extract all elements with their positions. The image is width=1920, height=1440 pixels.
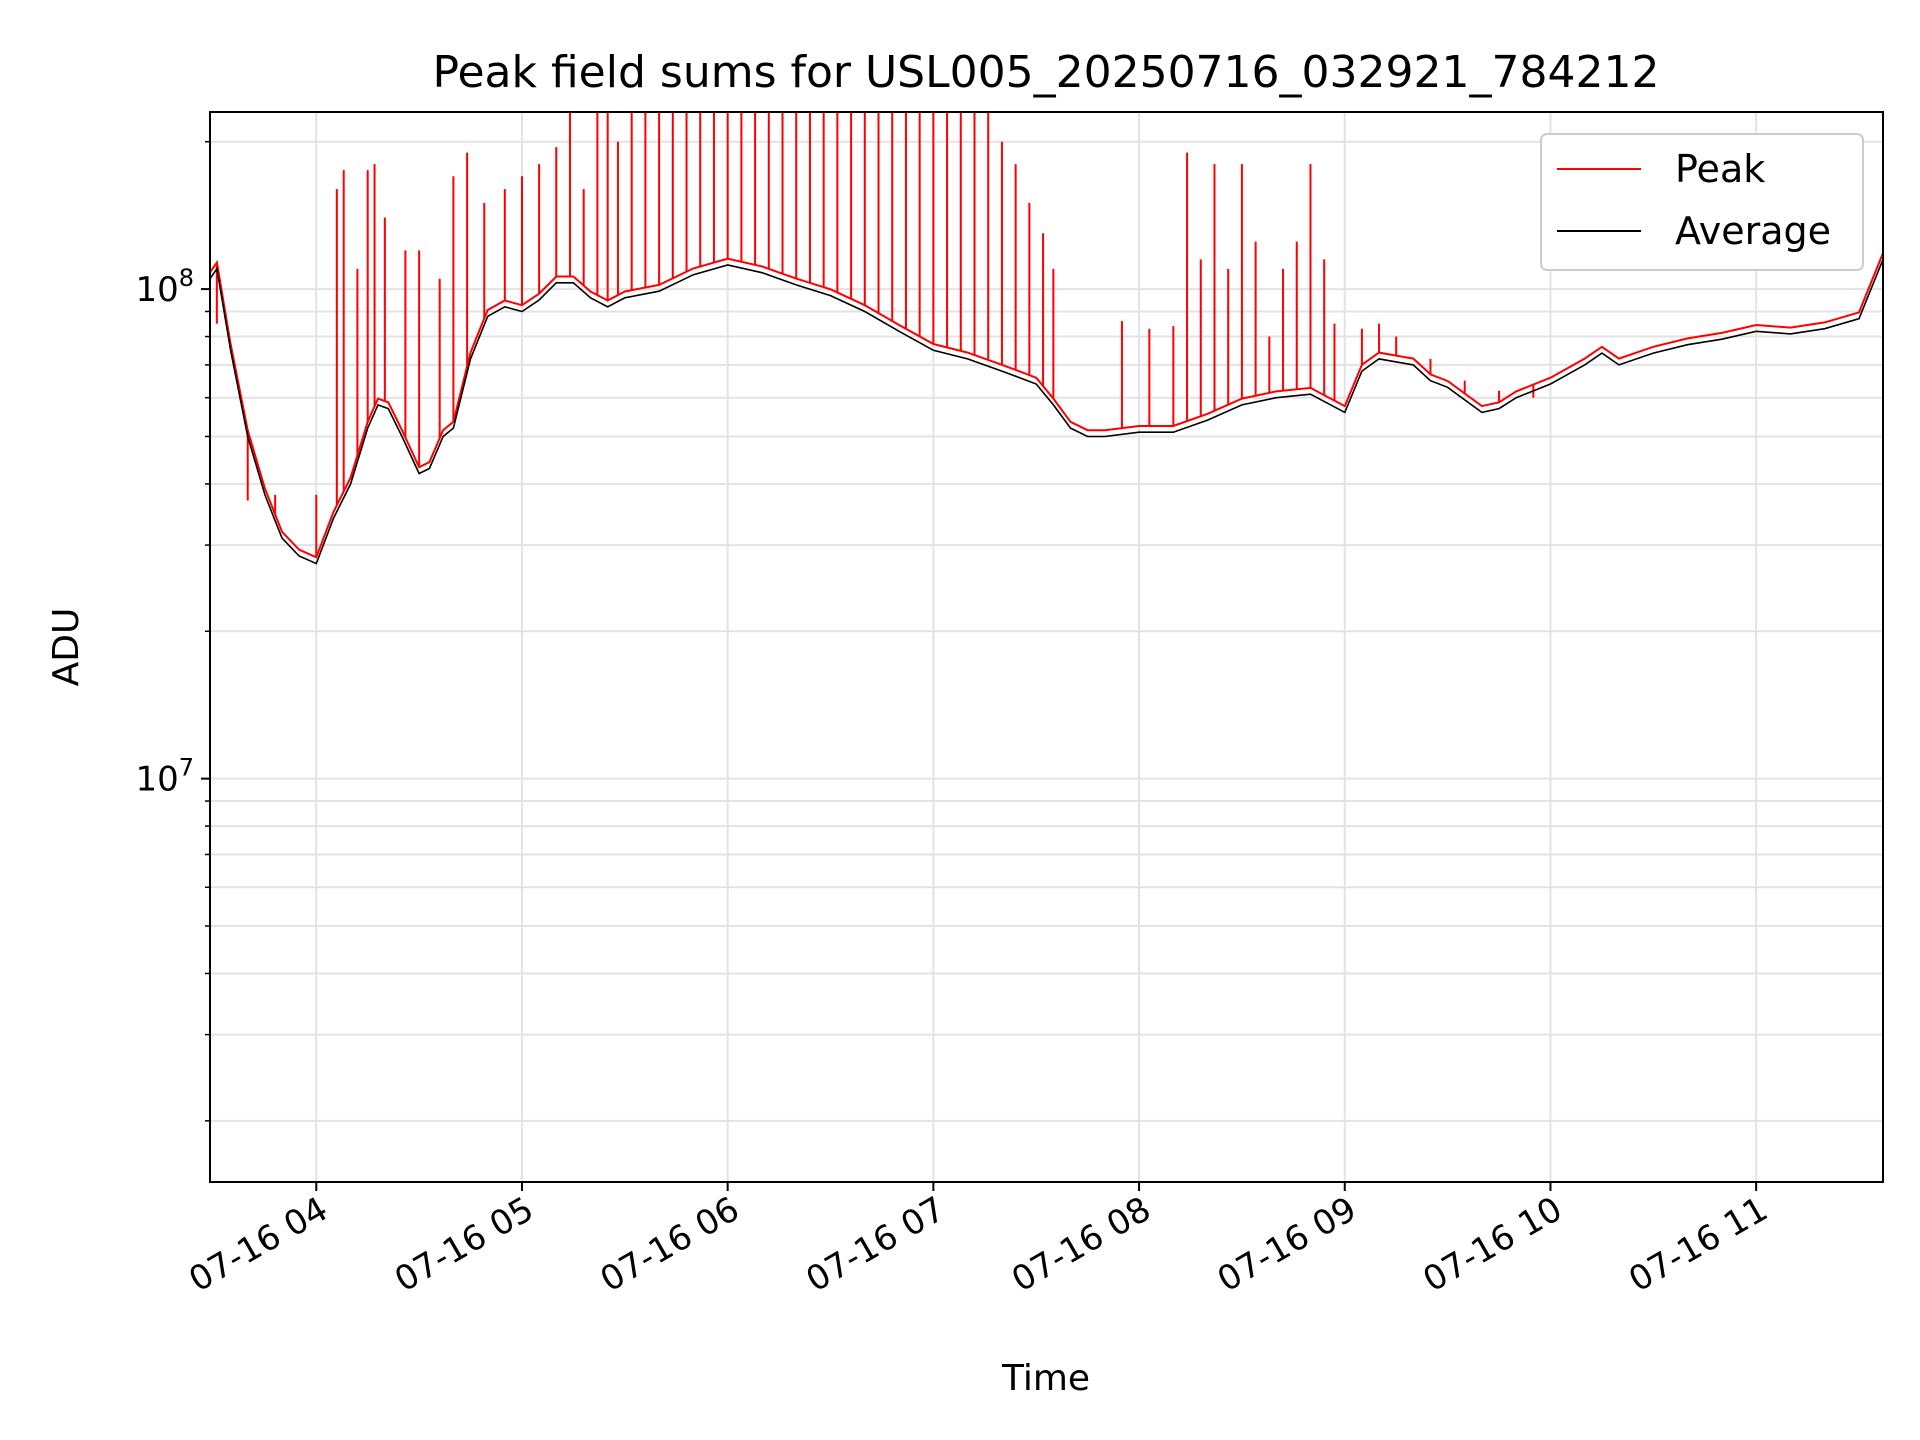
x-tick-label: 07-16 11	[1622, 1189, 1774, 1300]
plot-frame	[209, 111, 1884, 1183]
x-tick-label: 07-16 04	[182, 1189, 334, 1300]
legend-label-average: Average	[1675, 209, 1831, 253]
y-axis-label: ADU	[46, 608, 87, 687]
x-axis: 07-16 04 07-16 05 07-16 06 07-16 07 07-16 08…	[182, 1182, 1775, 1300]
series-peak-baseline	[209, 252, 1884, 559]
x-tick-label: 07-16 07	[799, 1189, 951, 1300]
grid	[210, 112, 1883, 1182]
x-tick-label: 07-16 05	[388, 1189, 540, 1300]
chart-title: Peak field sums for USL005_20250716_0329…	[433, 47, 1660, 98]
x-tick-label: 07-16 09	[1211, 1189, 1363, 1300]
x-tick-label: 07-16 10	[1417, 1189, 1569, 1300]
x-tick-label: 07-16 06	[594, 1189, 746, 1300]
y-axis: 107 108	[135, 140, 210, 1122]
y-tick-label: 108	[135, 264, 194, 310]
plot-lines	[209, 112, 1884, 565]
series-average-line	[209, 259, 1884, 565]
legend: Peak Average	[1540, 133, 1864, 271]
y-tick-label: 107	[135, 754, 194, 800]
x-axis-label: Time	[1001, 1358, 1090, 1399]
x-tick-label: 07-16 08	[1005, 1189, 1157, 1300]
legend-label-peak: Peak	[1675, 147, 1765, 191]
